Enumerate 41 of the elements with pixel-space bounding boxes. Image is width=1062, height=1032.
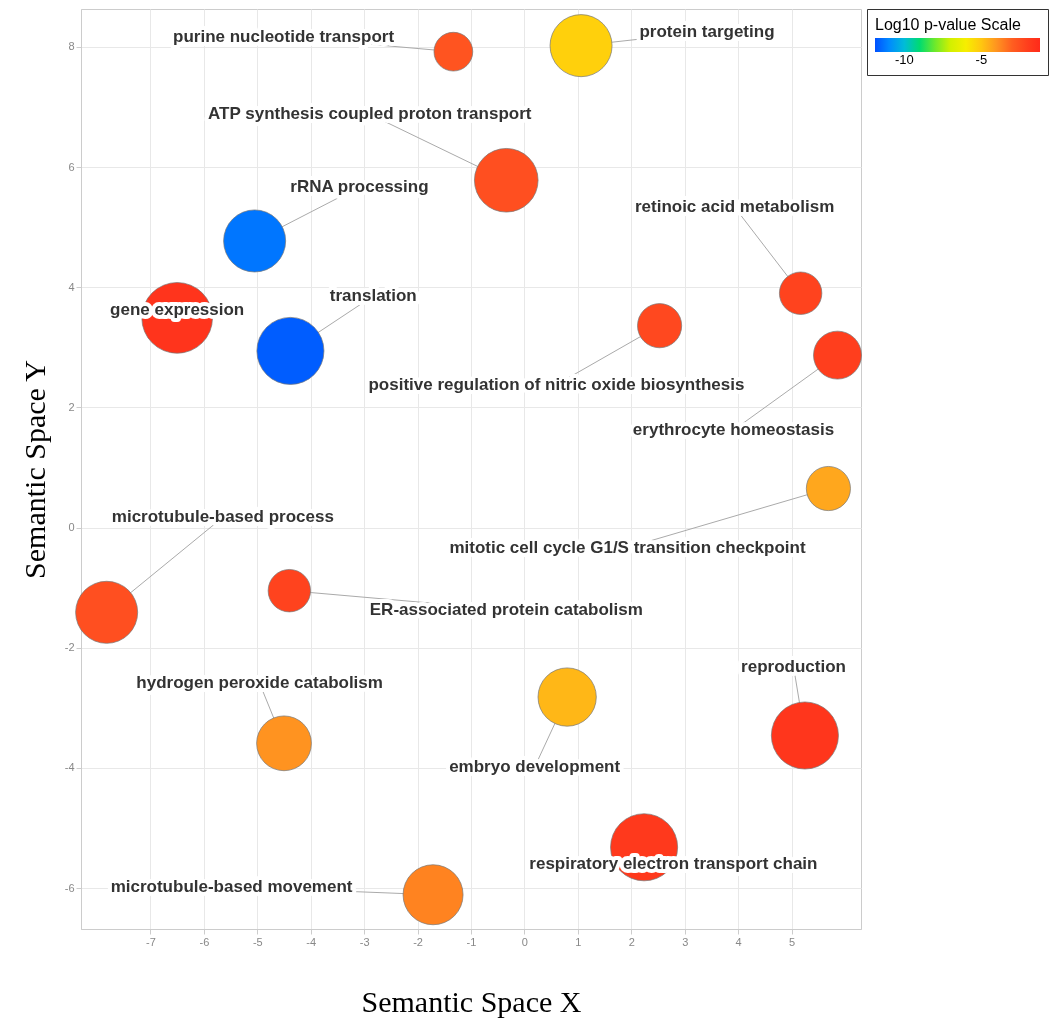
x-tick-label: -3 (359, 935, 370, 948)
annotation: reproduction (741, 656, 846, 676)
annotation: ATP synthesis coupled proton transport (208, 104, 532, 124)
color-bar-label: -5 (975, 52, 988, 67)
annotation: embryo development (449, 757, 621, 777)
color-bar-title: Log10 p-value Scale (875, 16, 1021, 33)
annotation: positive regulation of nitric oxide biosynthesis (368, 374, 745, 394)
annotation: ER-associated protein catabolism (369, 599, 643, 619)
x-tick-label: 2 (628, 935, 635, 948)
x-tick-label: -4 (306, 935, 317, 948)
x-tick-label: -5 (252, 935, 263, 948)
y-tick-label: 0 (68, 521, 75, 534)
x-tick-label: -1 (466, 935, 477, 948)
y-tick-label: 2 (68, 400, 75, 413)
annotation: protein targeting (639, 21, 775, 41)
annotation: retinoic acid metabolism (634, 197, 835, 217)
x-tick-label: 0 (521, 935, 528, 948)
annotation: purine nucleotide transport (173, 26, 395, 46)
annotation: microtubule-based process (111, 507, 334, 527)
annotation: rRNA processing (290, 176, 429, 196)
x-axis-title: Semantic Space X (361, 984, 582, 1018)
x-tick-label: 4 (735, 935, 742, 948)
y-tick-label: -6 (64, 881, 75, 894)
x-tick-label: 5 (788, 935, 796, 948)
x-tick-label: 3 (682, 935, 689, 948)
y-tick-label: 6 (68, 160, 75, 173)
annotation: microtubule-based movement (110, 876, 353, 896)
y-tick-label: -2 (64, 641, 75, 654)
x-tick-label: 1 (575, 935, 582, 948)
y-tick-label: -4 (64, 761, 75, 774)
y-tick-label: 4 (68, 280, 75, 293)
annotation: translation (329, 285, 417, 305)
annotation: mitotic cell cycle G1/S transition checkpoint (449, 537, 806, 557)
annotation: hydrogen peroxide catabolism (136, 673, 383, 693)
x-tick-label: -2 (413, 935, 423, 948)
y-axis-title: Semantic Space Y (17, 360, 51, 579)
x-tick-label: -6 (199, 935, 210, 948)
x-tick-label: -7 (146, 935, 156, 948)
color-bar-label: -10 (894, 52, 914, 67)
y-tick-label: 8 (68, 40, 75, 53)
annotation: erythrocyte homeostasis (632, 420, 835, 440)
